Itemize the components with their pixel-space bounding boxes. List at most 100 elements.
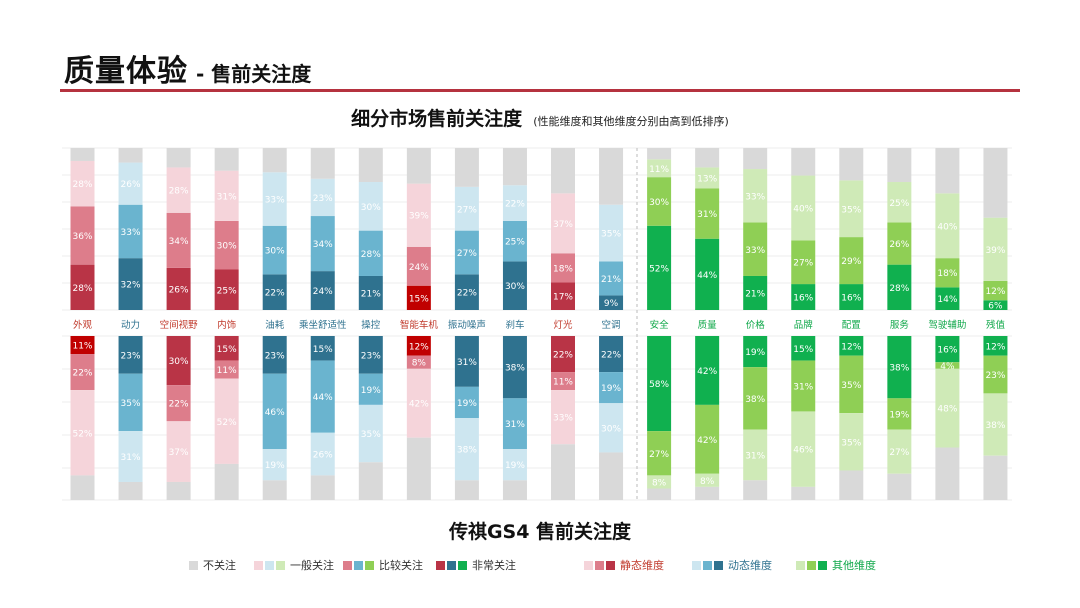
legend-swatch-general-other bbox=[276, 560, 285, 570]
gs4-bar-very bbox=[695, 336, 720, 405]
segment-market-bar-general bbox=[166, 167, 191, 213]
gs4-bar-very bbox=[262, 336, 287, 374]
legend-swatch-general-dynamic bbox=[265, 560, 274, 570]
category-label: 服务 bbox=[890, 319, 910, 331]
gs4-bar-general bbox=[647, 475, 672, 489]
gs4-label-very: 42% bbox=[697, 367, 717, 377]
gs4-bar-not-care bbox=[647, 488, 672, 500]
category-label: 动力 bbox=[121, 319, 140, 331]
segment-market-bar-fairly bbox=[118, 204, 143, 259]
gs4-bar-fairly bbox=[695, 404, 720, 474]
gs4-label-fairly: 19% bbox=[457, 399, 477, 409]
gs4-bar-fairly bbox=[599, 372, 624, 404]
segment-market-bar-not-care bbox=[935, 148, 960, 194]
segment-market-bar-fairly bbox=[214, 220, 239, 270]
gs4-bar-not-care bbox=[310, 475, 335, 500]
segment-market-label-general: 27% bbox=[457, 205, 477, 215]
gs4-bar-fairly bbox=[887, 398, 912, 430]
segment-market-bar-general bbox=[454, 186, 479, 231]
gs4-bar-very bbox=[502, 336, 527, 399]
gs4-label-fairly: 11% bbox=[553, 378, 573, 388]
legend-swatch-static-2 bbox=[595, 560, 604, 570]
gs4-bar-general bbox=[358, 404, 383, 463]
segment-market-bar-not-care bbox=[118, 148, 143, 163]
gs4-bar-not-care bbox=[983, 455, 1008, 500]
segment-market-bar-general bbox=[839, 180, 864, 238]
category-label: 智能车机 bbox=[400, 319, 439, 331]
gs4-bar-general bbox=[599, 403, 624, 453]
gs4-bar-general bbox=[454, 418, 479, 481]
gs4-label-fairly: 31% bbox=[505, 420, 525, 430]
segment-market-label-general: 13% bbox=[697, 174, 717, 184]
gs4-bar-not-care bbox=[887, 473, 912, 500]
gs4-label-very: 23% bbox=[265, 351, 285, 361]
legend-swatch-static-3 bbox=[606, 560, 615, 570]
segment-market-label-fairly: 31% bbox=[697, 210, 717, 220]
gs4-bar-fairly bbox=[502, 398, 527, 450]
gs4-bar-fairly bbox=[647, 431, 672, 476]
segment-market-bar-general bbox=[70, 160, 95, 207]
segment-market-label-fairly: 27% bbox=[793, 259, 813, 269]
gs4-label-general: 8% bbox=[652, 478, 667, 488]
segment-market-bar-general bbox=[310, 178, 335, 217]
segment-market-bar-very bbox=[839, 284, 864, 310]
chart-legend: 不关注 一般关注 比较关注 非常关注 静态维度 动态维度 其他维度 bbox=[0, 557, 1080, 573]
title-divider bbox=[60, 89, 1020, 92]
segment-market-bar-fairly bbox=[551, 253, 575, 283]
segment-market-bar-not-care bbox=[743, 148, 768, 170]
segment-market-label-fairly: 18% bbox=[937, 269, 957, 279]
category-label: 品牌 bbox=[794, 319, 814, 331]
segment-market-bar-very bbox=[743, 275, 768, 310]
legend-label-static: 静态维度 bbox=[620, 559, 664, 572]
segment-market-label-general: 23% bbox=[313, 194, 333, 204]
gs4-label-general: 19% bbox=[505, 461, 525, 471]
segment-market-label-very: 6% bbox=[988, 302, 1003, 312]
gs4-bar-very bbox=[599, 336, 624, 373]
segment-market-bar-fairly bbox=[839, 237, 864, 285]
gs4-label-very: 30% bbox=[169, 357, 189, 367]
segment-market-bar-not-care bbox=[599, 148, 624, 205]
segment-market-bar-not-care bbox=[454, 148, 479, 187]
gs4-label-very: 58% bbox=[649, 380, 669, 390]
legend-swatch-static-1 bbox=[584, 560, 593, 570]
legend-item-fairly: 比较关注 bbox=[343, 557, 423, 573]
category-label: 内饰 bbox=[217, 319, 236, 331]
segment-market-bar-general bbox=[983, 217, 1008, 281]
segment-market-bar-very bbox=[406, 285, 431, 310]
segment-market-label-general: 26% bbox=[121, 180, 141, 190]
segment-market-bar-general bbox=[695, 167, 720, 189]
segment-market-bar-fairly bbox=[599, 261, 624, 296]
segment-market-label-fairly: 34% bbox=[169, 237, 189, 247]
segment-market-label-general: 37% bbox=[553, 220, 573, 230]
gs4-bar-fairly bbox=[791, 360, 816, 412]
legend-item-static: 静态维度 bbox=[584, 557, 664, 573]
segment-market-bar-very bbox=[791, 284, 816, 310]
segment-market-label-fairly: 36% bbox=[72, 232, 92, 242]
segment-market-label-fairly: 29% bbox=[841, 257, 861, 267]
gs4-bar-very bbox=[166, 336, 191, 386]
gs4-label-general: 42% bbox=[409, 400, 429, 410]
segment-market-bar-very bbox=[887, 264, 912, 310]
gs4-label-fairly: 23% bbox=[985, 371, 1005, 381]
gs4-label-general: 52% bbox=[217, 418, 237, 428]
segment-market-bar-fairly bbox=[262, 225, 287, 275]
gs4-label-general: 35% bbox=[361, 430, 381, 440]
legend-swatch-dynamic-2 bbox=[703, 560, 712, 570]
gs4-label-fairly: 27% bbox=[649, 450, 669, 460]
gs4-label-very: 12% bbox=[985, 342, 1005, 352]
legend-swatch-very-dynamic bbox=[447, 560, 456, 570]
segment-market-bar-fairly bbox=[166, 212, 191, 268]
gs4-bar-not-care bbox=[118, 481, 143, 500]
gs4-bar-fairly bbox=[166, 385, 191, 422]
segment-market-bar-general bbox=[262, 172, 287, 226]
gs4-bar-not-care bbox=[695, 486, 720, 500]
segment-market-bar-general bbox=[502, 185, 527, 221]
segment-market-label-very: 32% bbox=[121, 281, 141, 291]
gs4-bar-not-care bbox=[502, 480, 527, 500]
segment-market-label-very: 16% bbox=[793, 294, 813, 304]
gs4-bar-general bbox=[262, 449, 287, 481]
segment-market-label-fairly: 27% bbox=[457, 249, 477, 259]
gs4-bar-very bbox=[839, 336, 864, 356]
segment-market-bar-not-care bbox=[262, 148, 287, 173]
gs4-bar-very bbox=[70, 336, 95, 355]
